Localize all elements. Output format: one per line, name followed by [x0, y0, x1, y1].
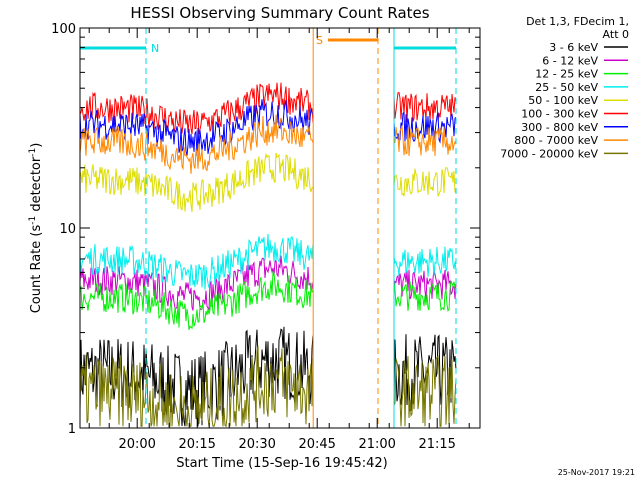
y-axis-label-end: )	[29, 143, 44, 148]
series-line-3-segment-1	[393, 246, 457, 277]
y-axis-label-mid: detector	[29, 156, 44, 216]
series-line-3-segment-0	[79, 233, 314, 290]
legend-entry-label: 50 - 100 keV	[528, 94, 598, 107]
series-line-6-segment-1	[393, 111, 457, 144]
flag-label-N: N	[151, 42, 159, 55]
series-line-2-segment-0	[79, 270, 314, 331]
legend-info-line-1: Det 1,3, FDecim 1,	[526, 15, 629, 28]
data-layer	[79, 82, 457, 428]
y-axis-label-sup2: -1	[28, 148, 38, 157]
y-axis-label-main: Count Rate (s	[29, 225, 44, 314]
series-line-4-segment-0	[79, 152, 314, 212]
legend-entry-label: 300 - 800 keV	[521, 121, 598, 134]
legend-entry-label: 100 - 300 keV	[521, 108, 598, 121]
x-tick-label: 20:00	[118, 437, 155, 452]
legend-entry-label: 3 - 6 keV	[549, 41, 598, 54]
y-axis-label-sup: -1	[28, 216, 38, 225]
legend-entry-label: 6 - 12 keV	[542, 54, 598, 67]
x-tick-label: 21:15	[418, 437, 455, 452]
legend-entry-label: 800 - 7000 keV	[514, 134, 598, 147]
legend-entry-label: 12 - 25 keV	[535, 68, 598, 81]
y-tick-label: 10	[59, 222, 76, 237]
legend-entry-label: 7000 - 20000 keV	[500, 147, 598, 160]
series-line-8-segment-0	[79, 345, 314, 428]
x-tick-label: 20:15	[178, 437, 215, 452]
series-line-2-segment-1	[393, 280, 457, 312]
timestamp: 25-Nov-2017 19:21	[558, 468, 635, 477]
y-axis-label: Count Rate (s-1 detector-1)	[28, 143, 44, 314]
x-tick-label: 21:00	[358, 437, 395, 452]
x-axis-label: Start Time (15-Sep-16 19:45:42)	[176, 456, 387, 471]
axis-layer: 1 10 100 20:00 20:15 20:30 20:45 21:00 21:15	[51, 22, 480, 452]
flag-label-S: S	[316, 34, 323, 47]
chart-title: HESSI Observing Summary Count Rates	[130, 4, 429, 22]
series-line-1-segment-1	[393, 269, 457, 300]
series-line-8-segment-1	[393, 355, 457, 427]
flag-layer: NS	[80, 34, 456, 55]
x-tick-label: 20:45	[298, 437, 335, 452]
series-line-5-segment-1	[393, 92, 457, 123]
legend-info-line-2: Att 0	[603, 28, 629, 41]
y-tick-label: 100	[51, 22, 76, 37]
series-line-5-segment-0	[79, 82, 314, 135]
marker-layer	[145, 28, 457, 428]
legend-entry-label: 25 - 50 keV	[535, 81, 598, 94]
y-tick-label: 1	[68, 422, 76, 437]
series-line-7-segment-0	[79, 114, 314, 174]
x-tick-label: 20:30	[238, 437, 275, 452]
series-line-4-segment-1	[393, 167, 457, 197]
series-line-7-segment-1	[393, 124, 457, 157]
